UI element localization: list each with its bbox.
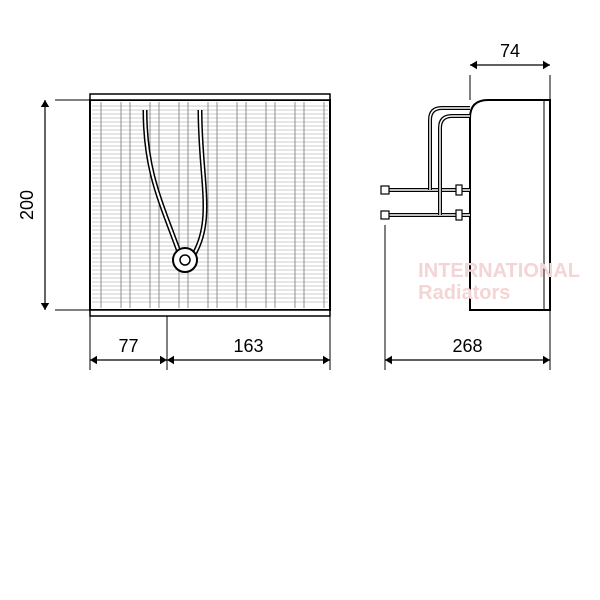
dim-width-74: 74: [500, 41, 520, 61]
dim-height-200: 200: [17, 190, 37, 220]
dim-width-77: 77: [118, 336, 138, 356]
side-view: [381, 100, 550, 310]
dim-width-268: 268: [452, 336, 482, 356]
front-view: [90, 94, 330, 316]
dim-width-163: 163: [233, 336, 263, 356]
